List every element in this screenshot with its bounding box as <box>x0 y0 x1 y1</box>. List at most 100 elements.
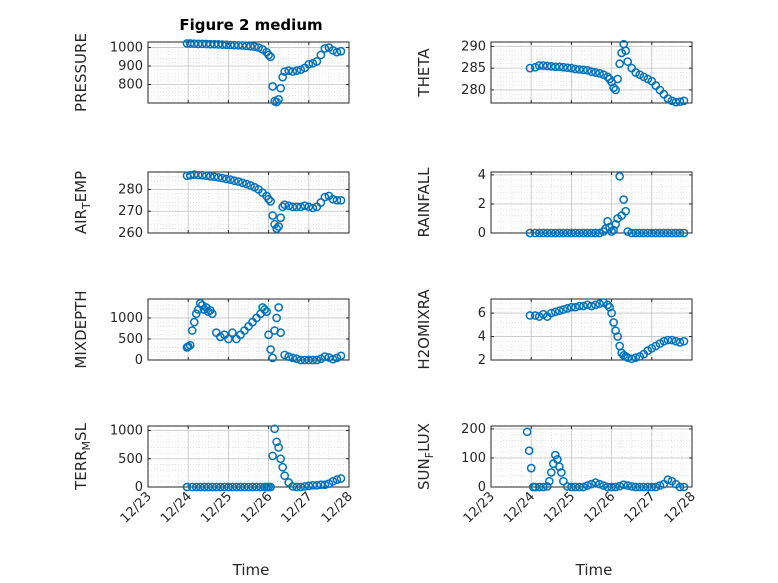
data-point <box>571 482 580 492</box>
data-point <box>525 228 535 238</box>
data-point <box>567 228 576 238</box>
data-point <box>557 468 566 477</box>
data-point <box>336 46 346 56</box>
data-point <box>563 228 572 238</box>
axes-box <box>147 171 350 234</box>
data-point <box>189 39 199 49</box>
y-tick-label: 4 <box>478 330 486 345</box>
data-point <box>242 179 251 189</box>
data-point <box>635 228 645 238</box>
y-tick-label: 260 <box>118 226 143 241</box>
data-point <box>607 482 616 492</box>
data-point <box>280 350 290 360</box>
data-point <box>203 482 213 492</box>
data-point <box>201 171 211 181</box>
data-point <box>615 481 624 491</box>
subplot-1: 280 285 290 THETA <box>415 39 693 107</box>
y-tick-label: 1000 <box>110 424 143 439</box>
data-point <box>609 225 618 235</box>
data-point <box>268 451 277 461</box>
data-point <box>667 96 677 106</box>
data-point <box>324 353 334 362</box>
data-point <box>308 480 318 490</box>
data-point <box>288 482 298 491</box>
axes-box <box>147 298 350 361</box>
y-tick-label: 0 <box>478 226 486 241</box>
data-point <box>182 482 192 492</box>
data-point <box>663 228 673 238</box>
data-point <box>559 228 568 238</box>
data-point <box>663 475 673 485</box>
data-point <box>274 94 283 104</box>
data-point <box>679 336 689 346</box>
data-point <box>207 482 217 492</box>
data-point <box>214 40 223 49</box>
data-point <box>587 301 596 311</box>
y-tick-label: 280 <box>118 182 143 197</box>
data-point <box>214 173 223 182</box>
data-point <box>238 41 247 50</box>
data-point <box>559 305 568 314</box>
data-point <box>226 40 235 50</box>
data-point <box>201 39 211 49</box>
data-point <box>300 355 310 365</box>
data-point <box>224 334 233 344</box>
data-point <box>559 62 568 72</box>
data-point <box>292 354 302 364</box>
data-point <box>643 482 653 492</box>
axes-box <box>490 298 693 361</box>
data-point <box>185 170 195 180</box>
data-point <box>205 39 215 49</box>
data-point <box>268 353 277 363</box>
data-point <box>316 50 326 60</box>
data-point <box>538 228 548 238</box>
data-point <box>189 317 199 327</box>
data-point <box>542 61 552 71</box>
y-axis-label: H2OMIXRA <box>415 289 433 370</box>
y-tick-label: 500 <box>118 332 143 347</box>
data-point <box>278 462 288 472</box>
data-point <box>647 228 657 238</box>
data-point <box>587 228 596 238</box>
data-point <box>679 228 689 238</box>
data-point <box>328 45 338 55</box>
data-point <box>304 202 314 212</box>
data-point <box>623 227 633 236</box>
data-point <box>222 174 231 184</box>
data-point <box>603 300 612 310</box>
data-point <box>336 195 346 205</box>
data-point <box>300 482 310 491</box>
data-point <box>264 50 273 60</box>
data-point <box>230 176 239 186</box>
data-point <box>292 66 302 76</box>
data-point <box>284 66 294 76</box>
x-tick-label: 12/27 <box>622 489 659 526</box>
data-point <box>639 228 649 238</box>
x-tick-label: 12/27 <box>279 489 316 526</box>
data-point <box>587 479 596 489</box>
data-point <box>530 228 540 238</box>
data-point <box>242 41 251 51</box>
data-point <box>675 97 685 107</box>
y-tick-label: 200 <box>461 422 486 437</box>
data-point <box>316 480 326 490</box>
data-point <box>591 300 600 310</box>
data-point <box>288 202 298 212</box>
data-point <box>587 67 596 76</box>
data-point <box>284 352 294 361</box>
data-point <box>266 345 275 354</box>
data-point <box>332 475 342 485</box>
data-point <box>228 482 237 492</box>
data-point <box>300 201 310 211</box>
data-point <box>575 482 584 492</box>
data-point <box>296 65 306 75</box>
data-point <box>312 480 322 490</box>
data-point <box>591 228 600 238</box>
data-point <box>575 65 584 74</box>
data-point <box>256 482 265 492</box>
data-point <box>312 57 322 66</box>
axes-box <box>490 41 693 104</box>
y-tick-label: 1000 <box>110 311 143 326</box>
data-point <box>579 301 588 311</box>
